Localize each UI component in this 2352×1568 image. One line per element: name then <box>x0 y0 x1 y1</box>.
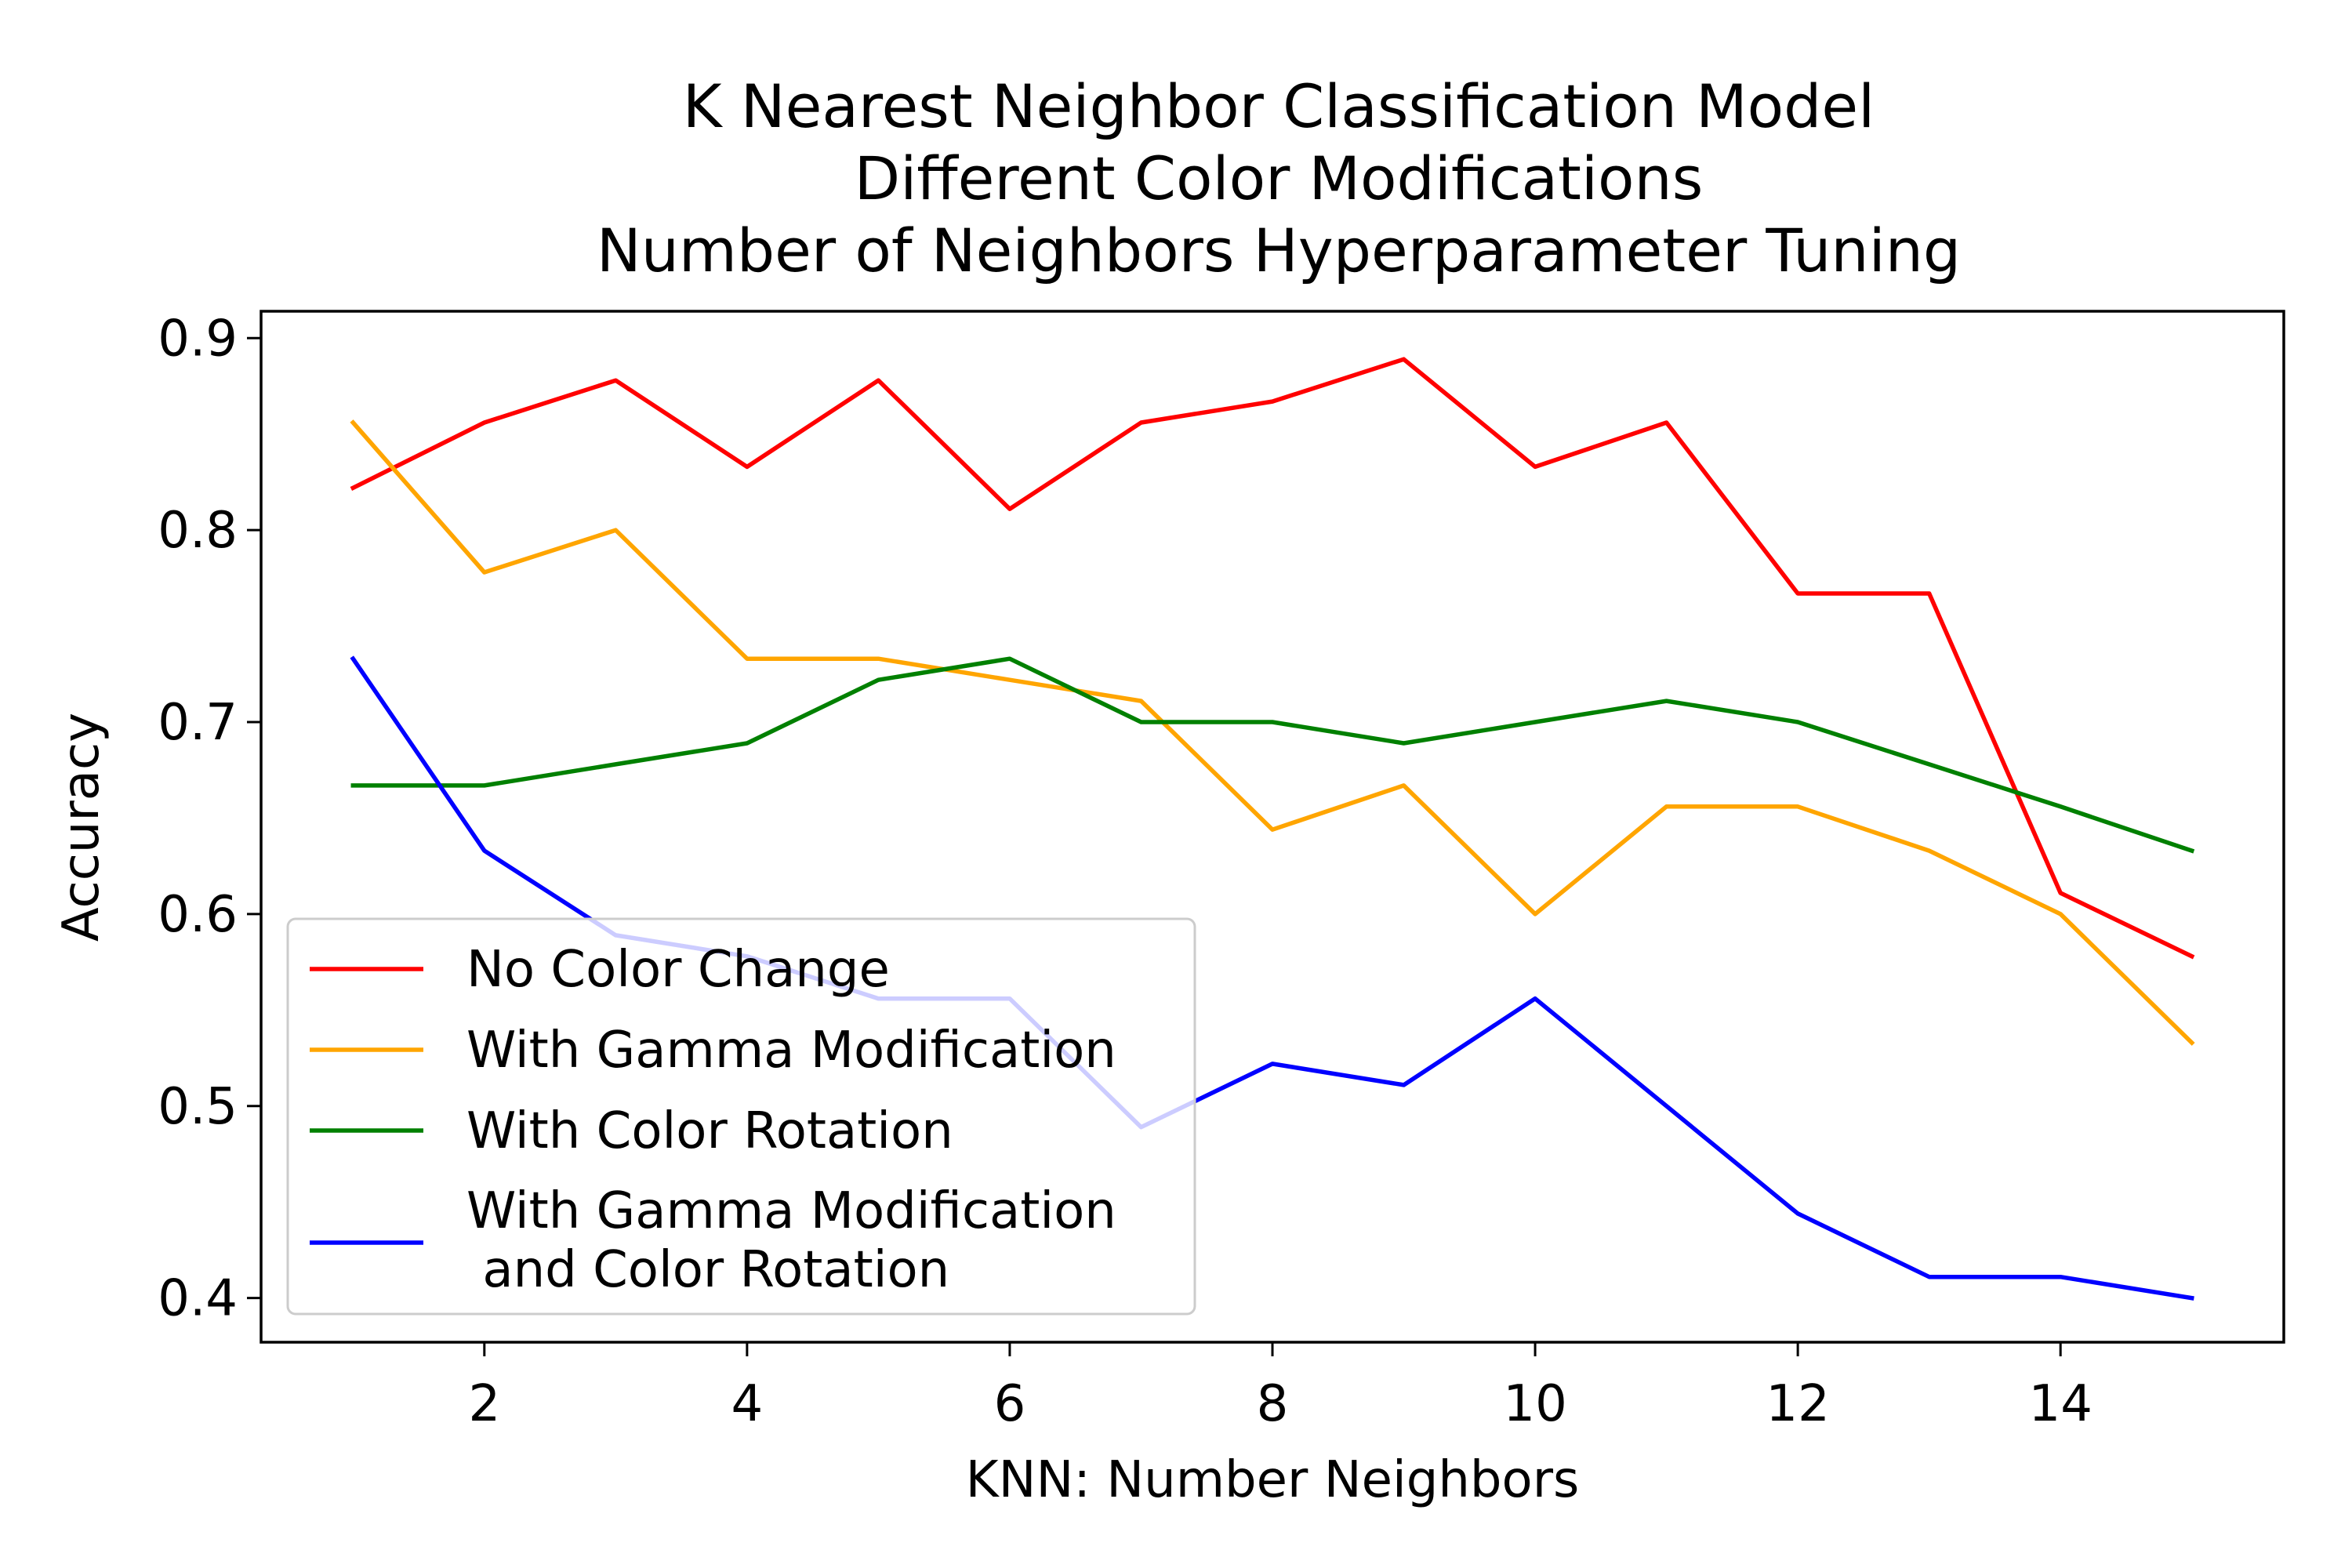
y-tick-label: 0.7 <box>158 694 238 752</box>
chart-title-line-1: K Nearest Neighbor Classification Model <box>683 71 1875 141</box>
legend-label-4: and Color Rotation <box>466 1241 949 1299</box>
chart-title-line-3: Number of Neighbors Hyperparameter Tunin… <box>597 216 1961 285</box>
plot-frame <box>260 310 2285 1344</box>
chart-title: K Nearest Neighbor Classification Model … <box>597 71 1961 285</box>
y-tick-label: 0.4 <box>158 1270 238 1328</box>
chart-title-line-2: Different Color Modifications <box>855 143 1704 213</box>
legend-label-3: With Color Rotation <box>466 1102 953 1160</box>
x-tick-label: 2 <box>468 1375 500 1433</box>
y-tick-label: 0.8 <box>158 502 238 560</box>
y-tick-label: 0.5 <box>158 1078 238 1136</box>
x-tick-label: 10 <box>1503 1375 1566 1433</box>
x-axis-ticks: 2 4 6 8 10 12 14 <box>468 1342 2092 1433</box>
series-line-3 <box>350 656 2195 854</box>
series-layer <box>350 357 2195 1301</box>
legend: No Color Change With Gamma Modification Wi… <box>286 917 1196 1316</box>
legend-label-4: With Gamma Modification <box>466 1182 1116 1240</box>
y-axis-label: Accuracy <box>53 713 111 942</box>
x-tick-label: 8 <box>1257 1375 1289 1433</box>
x-tick-label: 4 <box>731 1375 764 1433</box>
series-line-2 <box>350 419 2195 1046</box>
legend-label-1: No Color Change <box>466 941 890 999</box>
x-axis-label: KNN: Number Neighbors <box>966 1451 1580 1509</box>
y-tick-label: 0.6 <box>158 886 238 944</box>
x-tick-label: 14 <box>2028 1375 2092 1433</box>
y-axis-ticks: 0.4 0.5 0.6 0.7 0.8 0.9 <box>158 310 261 1328</box>
legend-box <box>286 917 1196 1316</box>
x-tick-label: 6 <box>994 1375 1026 1433</box>
x-tick-label: 12 <box>1766 1375 1829 1433</box>
legend-label-2: With Gamma Modification <box>466 1022 1116 1080</box>
series-line-1 <box>350 357 2195 960</box>
y-tick-label: 0.9 <box>158 310 238 368</box>
